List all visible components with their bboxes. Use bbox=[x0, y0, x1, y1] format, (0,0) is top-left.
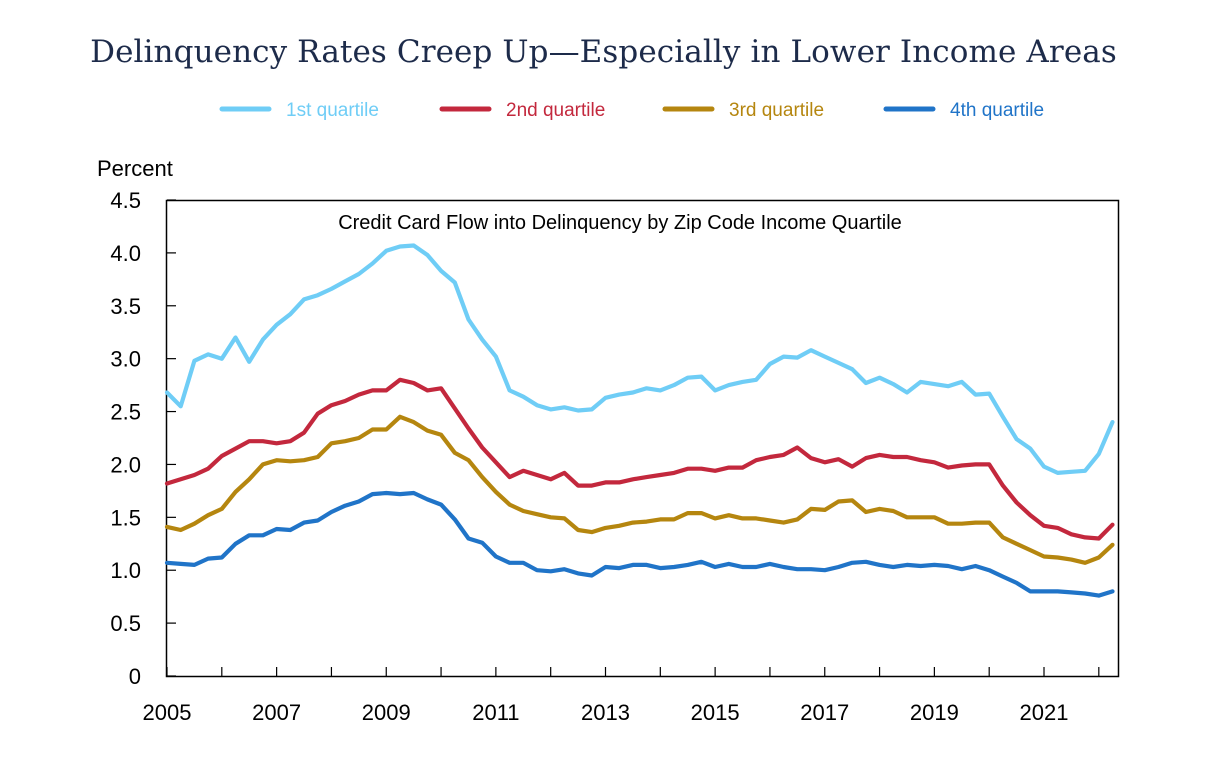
y-tick-label: 2.5 bbox=[110, 400, 141, 425]
legend-label: 3rd quartile bbox=[729, 100, 824, 121]
legend-label: 4th quartile bbox=[950, 100, 1044, 121]
series-line-1 bbox=[164, 243, 1115, 475]
y-tick-label: 3.5 bbox=[110, 294, 141, 319]
x-axis: 2005 2007 2009 2011 2013 2015 2017 2019 2021 bbox=[143, 667, 1100, 725]
y-axis-label: Percent bbox=[97, 156, 173, 181]
x-tick-label: 2009 bbox=[362, 700, 411, 725]
x-tick-label: 2015 bbox=[691, 700, 740, 725]
y-axis: 0 0.5 1.0 1.5 2.0 2.5 3.0 3.5 4.0 4.5 bbox=[110, 188, 176, 689]
chart-subtitle: Credit Card Flow into Delinquency by Zip… bbox=[338, 212, 902, 234]
x-tick-label: 2007 bbox=[252, 700, 301, 725]
y-tick-label: 4.0 bbox=[110, 241, 141, 266]
plot-frame bbox=[165, 199, 1120, 678]
x-tick-label: 2013 bbox=[581, 700, 630, 725]
y-tick-label: 3.0 bbox=[110, 347, 141, 372]
series-lines bbox=[164, 243, 1115, 598]
series-line-2 bbox=[164, 377, 1115, 541]
y-tick-label: 2.0 bbox=[110, 452, 141, 477]
x-tick-label: 2011 bbox=[472, 700, 519, 725]
series-line-4 bbox=[164, 490, 1115, 598]
legend: 1st quartile 2nd quartile 3rd quartile 4th … bbox=[219, 100, 1044, 121]
x-tick-label: 2005 bbox=[143, 700, 192, 725]
legend-label: 2nd quartile bbox=[506, 100, 605, 121]
legend-label: 1st quartile bbox=[286, 100, 379, 121]
x-tick-label: 2019 bbox=[910, 700, 959, 725]
series-line-3 bbox=[164, 414, 1115, 565]
x-tick-label: 2021 bbox=[1020, 700, 1069, 725]
y-tick-label: 1.0 bbox=[110, 558, 141, 583]
chart-title: Delinquency Rates Creep Up—Especially in… bbox=[90, 34, 1117, 70]
y-tick-label: 0 bbox=[129, 664, 141, 689]
y-tick-label: 0.5 bbox=[110, 611, 141, 636]
y-tick-label: 4.5 bbox=[110, 188, 141, 213]
y-tick-label: 1.5 bbox=[110, 505, 141, 530]
x-tick-label: 2017 bbox=[800, 700, 849, 725]
